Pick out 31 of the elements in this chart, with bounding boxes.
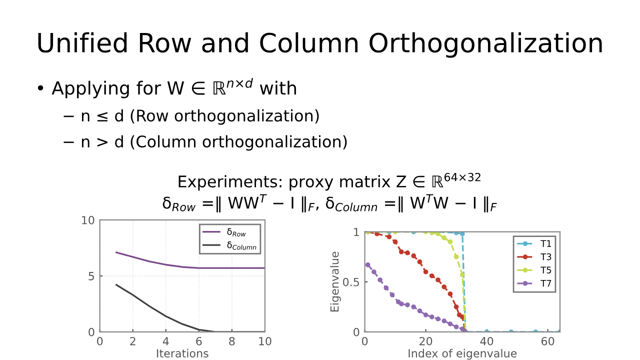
text: • Applying for W ∈ ℝ$^{n×d}$ with <box>38 78 296 98</box>
x-axis-title: Index of eigenvalue <box>408 348 517 360</box>
x-tick-label: 2 <box>130 336 136 346</box>
y-tick-label: 0 <box>88 328 94 336</box>
x-tick-label: 0 <box>97 336 103 346</box>
legend-label: δ$_{Row}$ <box>227 228 246 236</box>
y-tick-label: 1 <box>354 228 359 236</box>
text: Unified Row and Column Orthogonalization <box>38 32 602 58</box>
legend-label: T5 <box>540 266 552 274</box>
y-tick-label: 0.5 <box>343 278 359 286</box>
legend-label: δ$_{Column}$ <box>227 241 256 250</box>
y-tick-label: 5 <box>88 272 94 280</box>
y-tick-label: 0 <box>354 328 360 336</box>
legend-label: T3 <box>540 253 552 260</box>
legend-label: T7 <box>540 280 552 287</box>
y-tick-label: 10 <box>82 216 94 224</box>
x-tick-label: 20 <box>420 336 432 346</box>
text: Experiments: proxy matrix Z ∈ ℝ$^{64×32}$ <box>178 172 480 191</box>
y-axis-title: Eigenvalue <box>330 252 341 312</box>
x-tick-label: 60 <box>542 336 554 346</box>
x-tick-label: 0 <box>362 336 368 346</box>
x-tick-label: 10 <box>259 336 272 346</box>
text: − n ≤ d (Row orthogonalization) <box>64 109 319 125</box>
x-tick-label: 6 <box>196 336 202 346</box>
x-tick-label: 4 <box>162 337 169 346</box>
text: − n > d (Column orthogonalization) <box>64 135 347 151</box>
x-tick-label: 40 <box>480 336 494 346</box>
x-axis-title: Iterations <box>157 348 208 358</box>
text: δ$_{Row}$ =‖ WW$^{T}$ − I ‖$_{F}$, δ$_{Column}$ =‖ W$^{T}$W − I ‖$_{F}$ <box>162 194 497 212</box>
x-tick-label: 8 <box>229 336 235 346</box>
legend-label: T1 <box>540 240 552 247</box>
